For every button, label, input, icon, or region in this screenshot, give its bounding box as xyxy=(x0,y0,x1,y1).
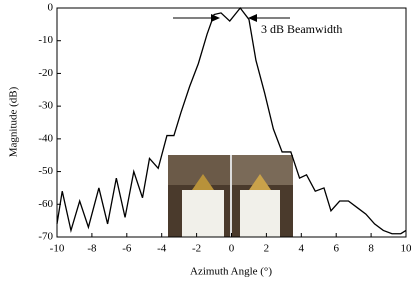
y-tick-label: -70 xyxy=(38,231,53,243)
x-axis-label: Azimuth Angle (°) xyxy=(190,266,272,278)
y-tick-label: -30 xyxy=(38,100,53,112)
x-tick-label: 10 xyxy=(401,243,411,255)
x-tick-label: -2 xyxy=(192,243,201,255)
inset-photo xyxy=(168,155,293,237)
annotation: 3 dB Beamwidth xyxy=(261,22,342,36)
x-tick-label: -4 xyxy=(157,243,167,255)
x-tick-label: -6 xyxy=(122,243,132,255)
y-tick-label: -40 xyxy=(38,132,53,144)
y-tick-label: -60 xyxy=(38,198,53,210)
y-tick-label: -50 xyxy=(38,165,53,177)
chart: Magnitude (dB) Azimuth Angle (°) 3 dB Be… xyxy=(0,0,411,282)
y-axis-label: Magnitude (dB) xyxy=(8,86,20,157)
x-tick-label: 2 xyxy=(264,243,270,255)
y-tick-label: -20 xyxy=(38,67,53,79)
y-tick-label: -10 xyxy=(38,34,53,46)
x-tick-label: -8 xyxy=(87,243,97,255)
x-tick-label: 6 xyxy=(333,243,339,255)
x-tick-label: 0 xyxy=(229,243,235,255)
x-tick-label: -10 xyxy=(50,243,65,255)
y-tick-label: 0 xyxy=(48,2,54,14)
x-tick-label: 4 xyxy=(299,243,305,255)
x-tick-label: 8 xyxy=(368,243,374,255)
